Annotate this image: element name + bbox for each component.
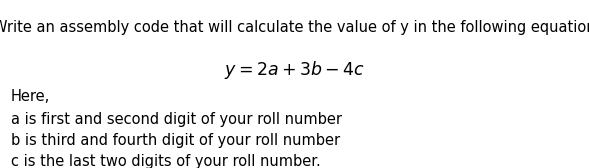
Text: a is first and second digit of your roll number: a is first and second digit of your roll… [11,112,342,127]
Text: $y = 2a + 3b - 4c$: $y = 2a + 3b - 4c$ [224,59,365,81]
Text: Here,: Here, [11,89,50,104]
Text: Write an assembly code that will calculate the value of y in the following equat: Write an assembly code that will calcula… [0,20,589,35]
Text: c is the last two digits of your roll number.: c is the last two digits of your roll nu… [11,154,320,168]
Text: b is third and fourth digit of your roll number: b is third and fourth digit of your roll… [11,133,340,148]
